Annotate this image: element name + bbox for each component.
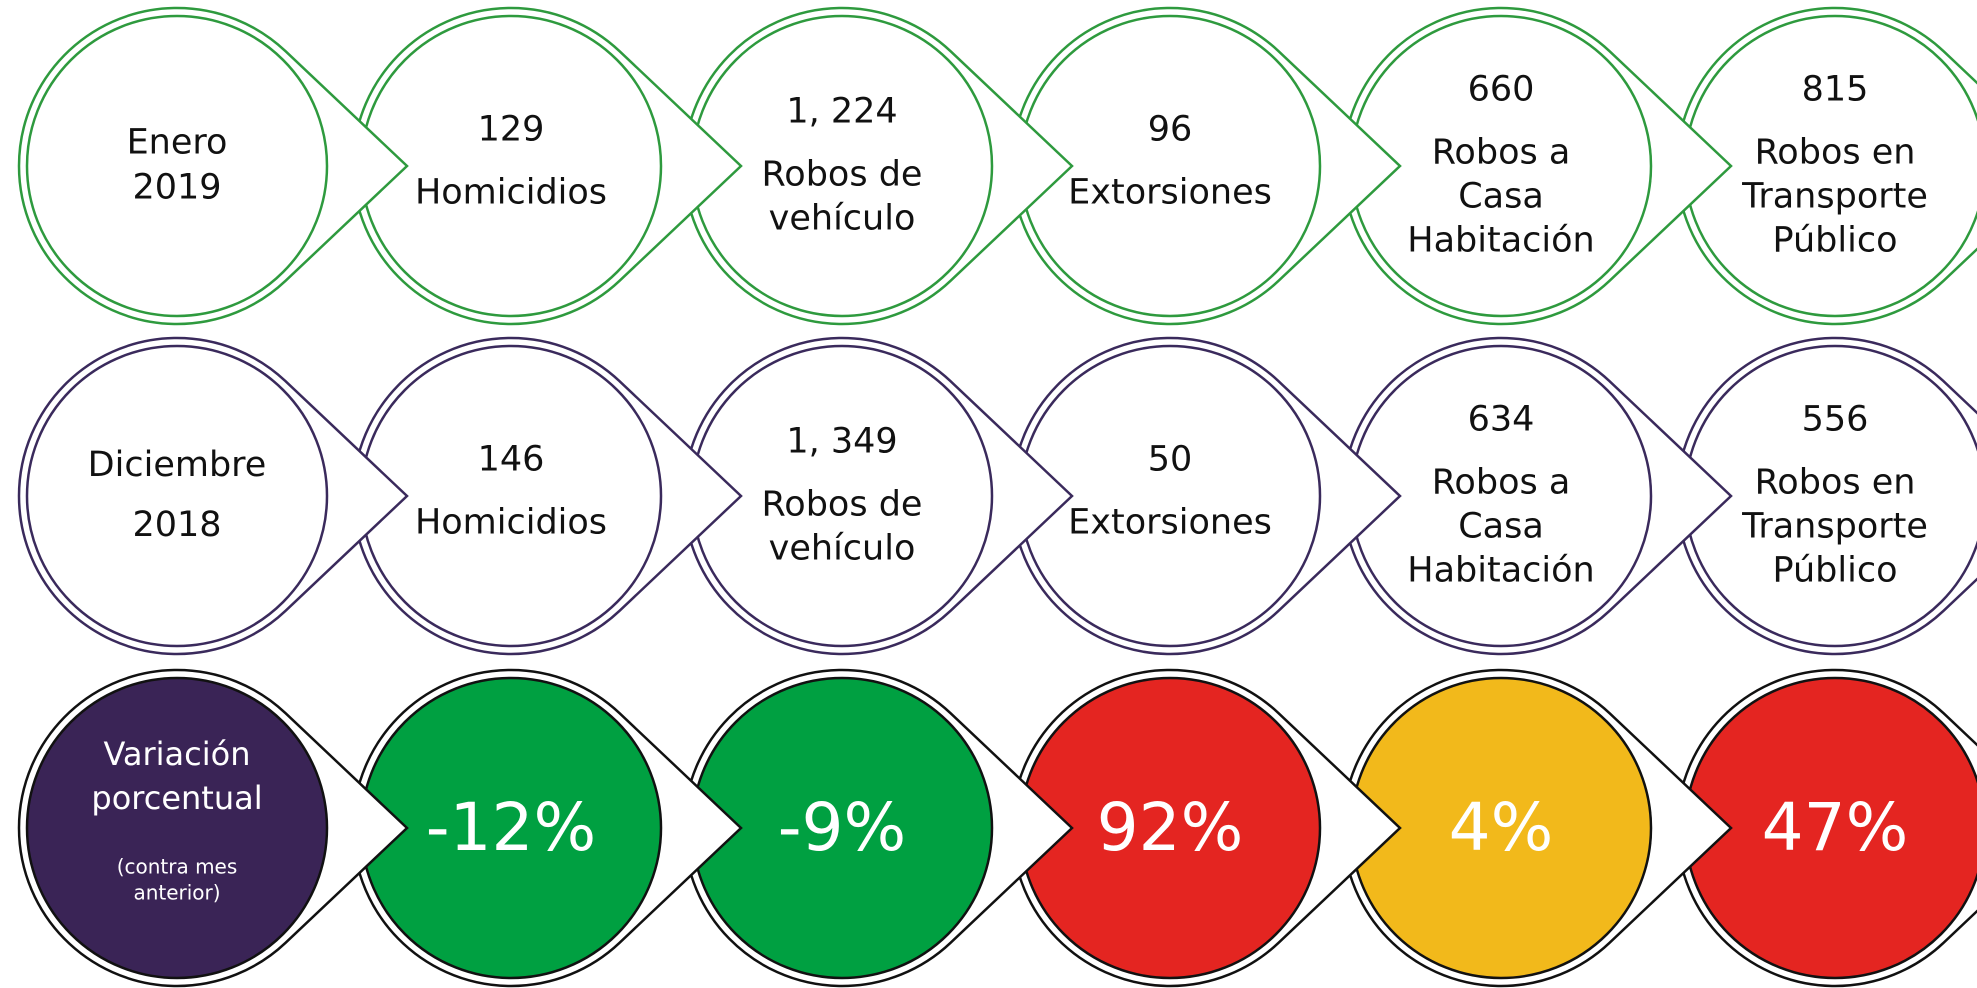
item-label: Transporte (1741, 177, 1928, 217)
item-label: Robos a (1432, 463, 1571, 503)
variation-note: (contra mes (117, 855, 238, 879)
variation-label: porcentual (91, 779, 262, 817)
item-label: Casa (1458, 507, 1544, 547)
item-label: vehículo (769, 199, 916, 239)
item-label: Robos a (1432, 133, 1571, 173)
variation-value: 4% (1449, 789, 1554, 866)
variation-value: 47% (1762, 789, 1909, 866)
variation-value: -9% (778, 789, 907, 866)
item-value: 146 (478, 440, 545, 480)
item-label: Transporte (1741, 507, 1928, 547)
row-label: Diciembre (88, 445, 267, 485)
item-label: Público (1773, 551, 1898, 591)
item-value: 815 (1802, 70, 1869, 110)
row-label: Enero (127, 123, 228, 163)
inner-circle (25, 14, 329, 318)
item-value: 96 (1148, 110, 1193, 150)
item-label: Habitación (1407, 221, 1594, 261)
item-label: Homicidios (415, 503, 607, 543)
item-label: Extorsiones (1068, 173, 1272, 213)
item-label: vehículo (769, 529, 916, 569)
inner-circle (25, 344, 329, 648)
inner-circle (25, 676, 329, 980)
item-value: 129 (478, 110, 545, 150)
item-value: 556 (1802, 400, 1869, 440)
variation-label: Variación (103, 735, 250, 773)
item-value: 660 (1468, 70, 1535, 110)
variation-value: 92% (1097, 789, 1244, 866)
item-value: 1, 224 (786, 92, 897, 132)
item-label: Público (1773, 221, 1898, 261)
variation-note: anterior) (133, 881, 220, 905)
item-label: Robos en (1755, 463, 1916, 503)
item-label: Habitación (1407, 551, 1594, 591)
row-label: 2018 (132, 505, 221, 545)
item-value: 50 (1148, 440, 1193, 480)
item-label: Robos de (762, 485, 923, 525)
item-value: 634 (1468, 400, 1535, 440)
item-label: Homicidios (415, 173, 607, 213)
item-label: Extorsiones (1068, 503, 1272, 543)
item-value: 1, 349 (786, 422, 897, 462)
item-label: Casa (1458, 177, 1544, 217)
variation-value: -12% (426, 789, 597, 866)
row-label: 2019 (132, 168, 221, 208)
item-label: Robos en (1755, 133, 1916, 173)
item-label: Robos de (762, 155, 923, 195)
